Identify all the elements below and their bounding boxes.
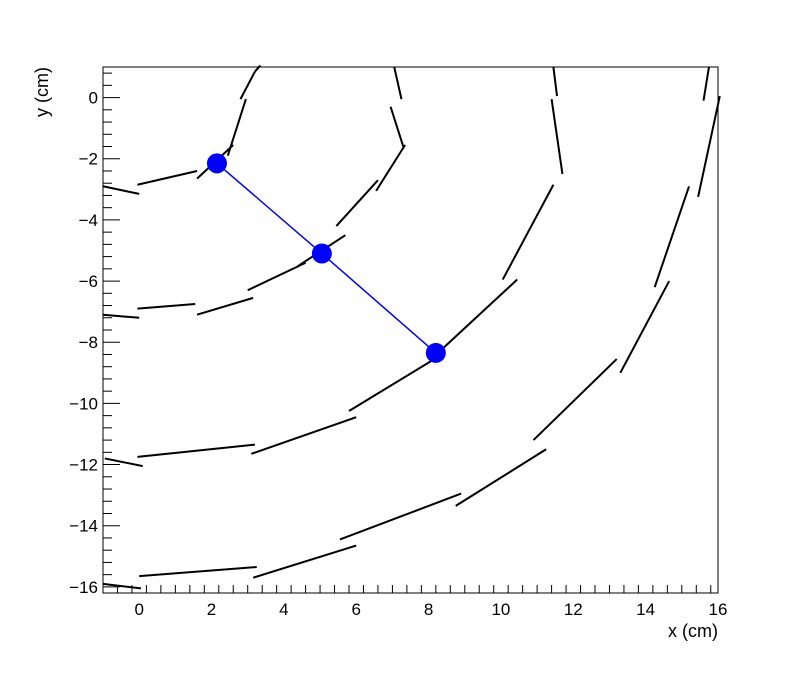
detector-segment (440, 278, 518, 351)
y-tick-label: 0 (89, 89, 98, 108)
detector-segment (550, 98, 564, 175)
y-tick-label: −8 (79, 333, 98, 352)
x-tick-label: 2 (207, 600, 216, 619)
detector-segment (393, 66, 403, 100)
detector-segment (247, 261, 307, 292)
x-tick-label: 16 (709, 600, 728, 619)
y-tick-label: −4 (79, 211, 98, 230)
detector-segment (102, 313, 140, 319)
detector-segment (239, 71, 256, 100)
detector-segment (532, 358, 618, 441)
detector-segment (104, 457, 143, 468)
detector-segment (102, 185, 140, 195)
detector-segment (137, 170, 198, 186)
y-tick-label: −14 (69, 517, 98, 536)
y-tick-label: −6 (79, 272, 98, 291)
detector-segment (226, 98, 247, 156)
track-point (311, 243, 332, 264)
x-tick-label: 14 (636, 600, 655, 619)
y-tick-label: −10 (69, 394, 98, 413)
x-axis-label: x (cm) (668, 621, 718, 641)
detector-segment (348, 355, 440, 412)
x-tick-label: 0 (134, 600, 143, 619)
detector-segment (196, 296, 254, 316)
detector-segment (254, 64, 262, 73)
track-point (425, 342, 446, 363)
detector-segment (501, 184, 555, 281)
detector-segment (137, 443, 256, 458)
x-tick-label: 8 (424, 600, 433, 619)
y-axis-label: y (cm) (32, 67, 52, 117)
detector-segment (702, 66, 710, 101)
detector-segment (250, 416, 357, 455)
y-tick-label: −16 (69, 578, 98, 597)
track-point (206, 153, 227, 174)
detector-segment (252, 544, 357, 579)
axis-tick-labels: 0 2 4 6 8 10 12 14 16 0 −2 −4 −6 −8 −10 −12 −14 −16 (69, 89, 727, 619)
detector-segment (335, 179, 379, 227)
track-series (206, 153, 446, 363)
detector-segment (139, 566, 257, 578)
detector-segment (619, 280, 671, 374)
x-tick-label: 10 (491, 600, 510, 619)
detector-segment (697, 95, 721, 198)
detector-segment (389, 106, 405, 147)
detector-segment (552, 66, 559, 97)
detector-segment (137, 303, 196, 310)
detector-segment (653, 185, 691, 288)
x-tick-label: 12 (564, 600, 583, 619)
detector-segment (102, 582, 142, 590)
y-tick-label: −12 (69, 456, 98, 475)
x-tick-label: 4 (279, 600, 288, 619)
detector-segment (339, 492, 462, 541)
detector-segments (102, 64, 721, 590)
detector-segment (375, 144, 406, 192)
x-tick-label: 6 (352, 600, 361, 619)
axis-ticks (102, 72, 712, 593)
y-tick-label: −2 (79, 150, 98, 169)
detector-segment (455, 448, 547, 507)
